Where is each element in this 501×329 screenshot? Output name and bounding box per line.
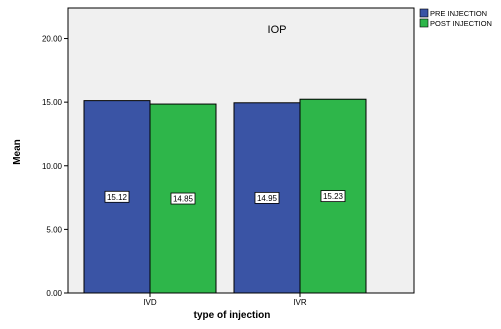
legend-label: POST INJECTION: [430, 19, 492, 28]
y-tick-label: 5.00: [46, 225, 62, 234]
data-label-box: [104, 190, 130, 203]
data-label-box: [170, 192, 196, 205]
y-tick-label: 10.00: [42, 162, 63, 171]
data-label-box: [254, 191, 280, 204]
data-label-box: [320, 190, 346, 203]
data-label: 15.12: [107, 193, 128, 202]
y-tick-label: 15.00: [42, 98, 63, 107]
y-axis-label: Mean: [12, 139, 23, 165]
legend-swatch: [419, 8, 429, 18]
x-tick-label: IVD: [143, 298, 157, 307]
data-label: 14.95: [257, 194, 278, 203]
data-label: 15.23: [323, 192, 344, 201]
data-label: 14.85: [173, 195, 194, 204]
chart-title: IOP: [268, 24, 287, 36]
y-tick-label: 20.00: [42, 35, 63, 44]
x-tick-label: IVR: [293, 298, 307, 307]
legend-label: PRE INJECTION: [430, 9, 487, 18]
legend-swatch: [419, 18, 429, 28]
y-tick-label: 0.00: [46, 289, 62, 298]
x-axis-label: type of injection: [194, 310, 271, 321]
